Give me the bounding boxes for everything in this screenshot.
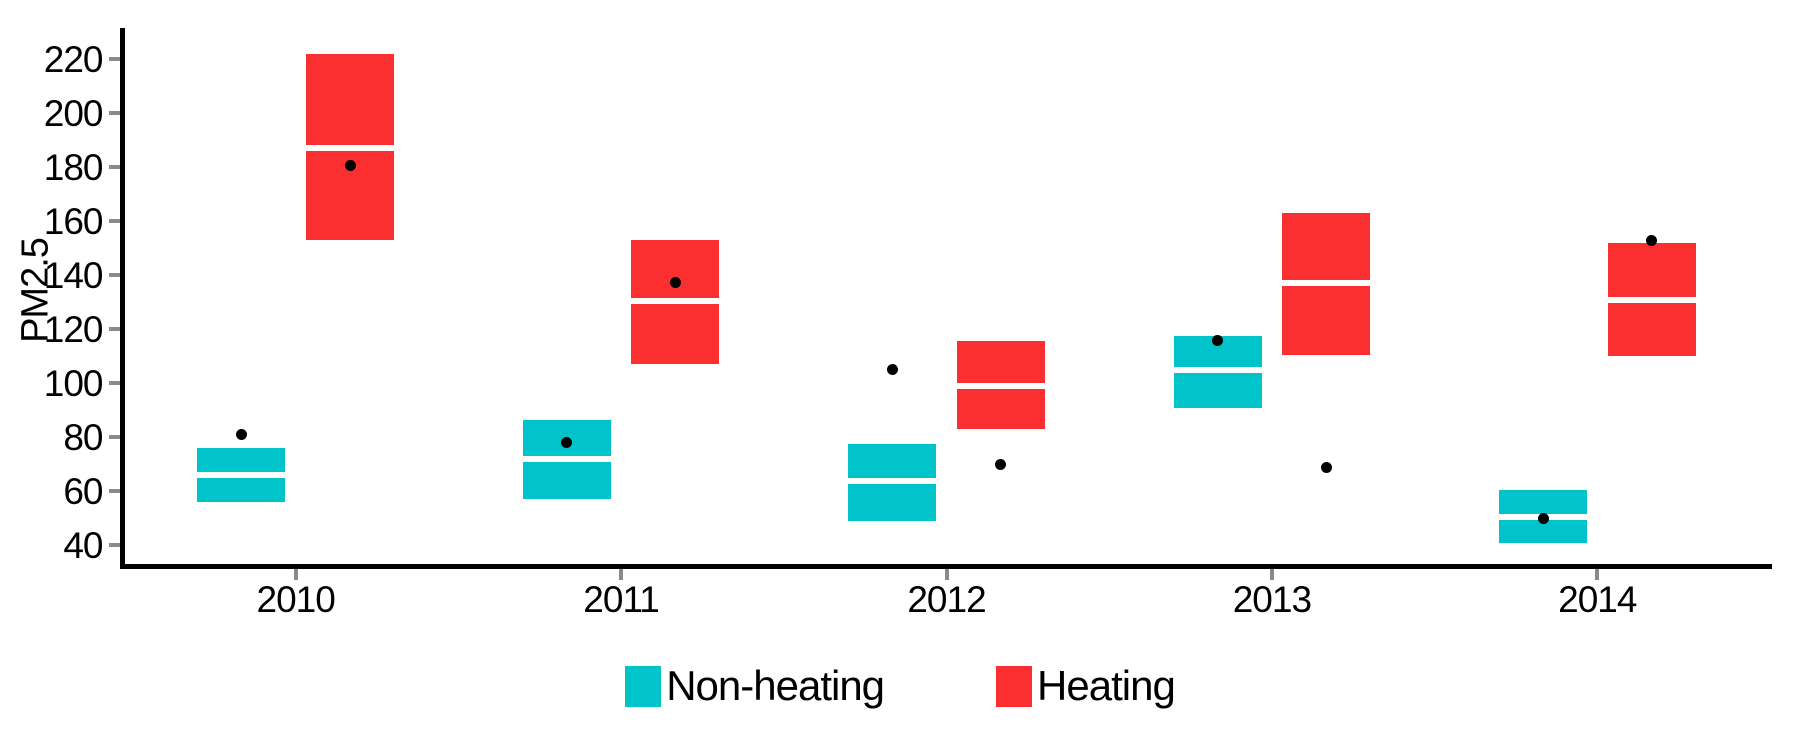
- y-tick-label: 100: [43, 363, 104, 405]
- y-axis-title: PM2.5: [14, 238, 57, 343]
- x-tick: [1269, 569, 1274, 580]
- mean-point-heating-2012: [995, 458, 1007, 470]
- mean-point-heating-2013: [1320, 461, 1332, 473]
- x-tick-label-2010: 2010: [256, 578, 336, 620]
- x-axis-line: [119, 564, 1772, 569]
- mean-point-non-heating-2013: [1212, 334, 1224, 346]
- median-line-non-heating-2010: [197, 472, 286, 479]
- mean-point-heating-2010: [344, 160, 356, 172]
- mean-point-heating-2011: [669, 276, 681, 288]
- median-line-non-heating-2013: [1173, 366, 1262, 373]
- x-tick: [293, 569, 298, 580]
- legend-swatch-non-heating-icon: [625, 665, 662, 707]
- legend-label-non-heating: Non-heating: [666, 662, 885, 709]
- median-line-heating-2011: [631, 297, 720, 304]
- y-tick-label: 60: [63, 471, 103, 513]
- median-line-heating-2014: [1607, 296, 1696, 303]
- legend-item-non-heating: Non-heating: [625, 662, 885, 710]
- median-line-heating-2013: [1282, 280, 1371, 287]
- y-tick-label: 140: [43, 255, 104, 297]
- x-tick-label-2012: 2012: [907, 578, 986, 620]
- y-tick: [108, 111, 120, 116]
- y-tick: [108, 219, 120, 224]
- y-tick-label: 200: [43, 93, 104, 135]
- median-line-non-heating-2012: [848, 477, 937, 484]
- x-tick: [944, 569, 949, 580]
- legend-label-heating: Heating: [1037, 662, 1176, 709]
- legend-item-heating: Heating: [996, 662, 1176, 710]
- mean-point-non-heating-2014: [1537, 512, 1549, 524]
- y-tick: [108, 435, 120, 440]
- x-tick: [1595, 569, 1600, 580]
- y-tick: [108, 165, 120, 170]
- x-tick-label-2013: 2013: [1232, 578, 1312, 620]
- mean-point-non-heating-2010: [235, 429, 247, 441]
- mean-point-non-heating-2012: [886, 364, 898, 376]
- x-tick: [619, 569, 624, 580]
- y-tick: [108, 273, 120, 278]
- legend-swatch-heating-icon: [996, 665, 1033, 707]
- legend: Non-heating Heating: [0, 662, 1800, 710]
- y-axis-line: [119, 28, 125, 569]
- mean-point-heating-2014: [1646, 234, 1658, 246]
- median-line-heating-2010: [306, 145, 394, 152]
- y-tick-label: 160: [43, 201, 104, 243]
- x-tick-label-2011: 2011: [583, 578, 660, 620]
- y-tick-label: 80: [63, 417, 103, 459]
- y-tick-label: 180: [43, 147, 104, 189]
- y-tick-label: 40: [63, 525, 103, 567]
- y-tick-label: 220: [43, 39, 104, 81]
- mean-point-non-heating-2011: [561, 437, 573, 449]
- y-tick: [108, 489, 120, 494]
- y-tick: [108, 327, 120, 332]
- y-tick: [108, 57, 120, 62]
- y-tick: [108, 381, 120, 386]
- y-tick: [108, 543, 120, 548]
- y-tick-label: 120: [43, 309, 104, 351]
- median-line-heating-2012: [956, 383, 1045, 389]
- median-line-non-heating-2011: [522, 455, 611, 462]
- x-tick-label-2014: 2014: [1558, 578, 1637, 620]
